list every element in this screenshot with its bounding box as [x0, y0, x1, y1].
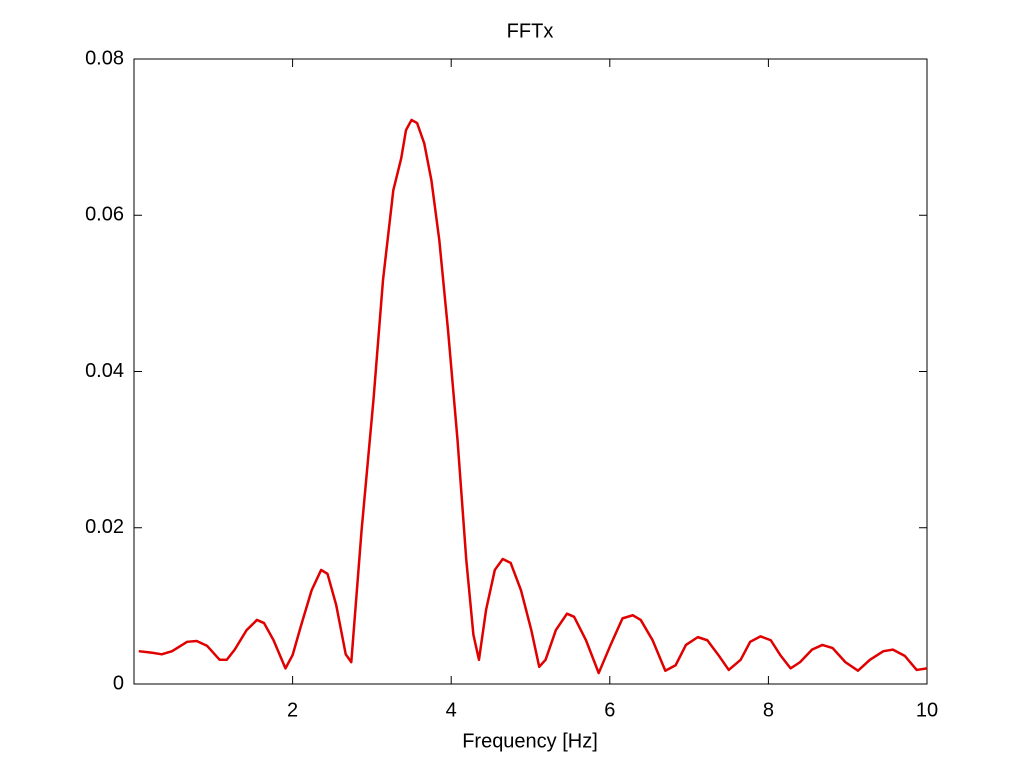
y-tick-label: 0.08 [85, 47, 124, 69]
chart-title: FFTx [507, 20, 554, 42]
x-tick-label: 6 [604, 699, 615, 721]
x-tick-label: 2 [287, 699, 298, 721]
x-tick-label: 4 [446, 699, 457, 721]
x-axis-label: Frequency [Hz] [462, 730, 598, 752]
y-tick-label: 0 [113, 672, 124, 694]
data-line [138, 118, 928, 675]
y-tick-label: 0.04 [85, 360, 124, 382]
y-tick-label: 0.02 [85, 516, 124, 538]
y-tick-label: 0.06 [85, 204, 124, 226]
plot-frame [133, 58, 928, 685]
x-tick-label: 8 [763, 699, 774, 721]
x-tick-label: 10 [916, 699, 938, 721]
